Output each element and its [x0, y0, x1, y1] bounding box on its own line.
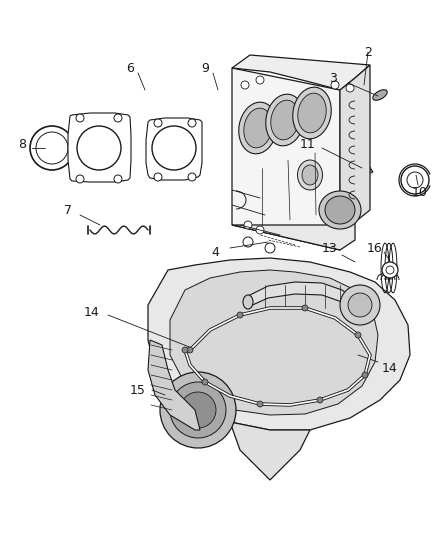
Circle shape	[77, 126, 121, 170]
Circle shape	[154, 119, 162, 127]
Ellipse shape	[298, 93, 326, 133]
Polygon shape	[340, 65, 370, 225]
Polygon shape	[146, 118, 202, 180]
Circle shape	[401, 166, 429, 194]
Ellipse shape	[302, 165, 318, 185]
Text: 3: 3	[329, 71, 337, 85]
Polygon shape	[148, 340, 200, 430]
Ellipse shape	[266, 94, 304, 146]
Text: 7: 7	[64, 204, 72, 216]
Text: 16: 16	[367, 241, 383, 254]
Circle shape	[170, 382, 226, 438]
Circle shape	[154, 173, 162, 181]
Circle shape	[76, 175, 84, 183]
Ellipse shape	[271, 100, 299, 140]
Text: 14: 14	[84, 305, 100, 319]
Circle shape	[386, 266, 394, 274]
Circle shape	[114, 175, 122, 183]
Circle shape	[265, 243, 275, 253]
Circle shape	[317, 397, 323, 403]
Text: 14: 14	[382, 361, 398, 375]
Text: 2: 2	[364, 45, 372, 59]
Text: 13: 13	[322, 241, 338, 254]
Text: 10: 10	[412, 185, 428, 198]
Polygon shape	[148, 258, 410, 430]
Circle shape	[346, 84, 354, 92]
Circle shape	[30, 126, 74, 170]
Ellipse shape	[319, 191, 361, 229]
Ellipse shape	[239, 102, 277, 154]
Polygon shape	[232, 55, 370, 90]
Circle shape	[244, 221, 252, 229]
Circle shape	[256, 226, 264, 234]
Polygon shape	[232, 68, 340, 250]
Polygon shape	[230, 422, 310, 480]
Text: 15: 15	[130, 384, 146, 397]
Circle shape	[241, 81, 249, 89]
Circle shape	[237, 312, 243, 318]
Circle shape	[243, 237, 253, 247]
Circle shape	[114, 114, 122, 122]
Circle shape	[257, 401, 263, 407]
Circle shape	[302, 305, 308, 311]
Polygon shape	[68, 113, 131, 182]
Polygon shape	[232, 222, 355, 250]
Circle shape	[187, 347, 193, 353]
Circle shape	[256, 76, 264, 84]
Text: 11: 11	[300, 139, 316, 151]
Circle shape	[182, 347, 188, 353]
Circle shape	[188, 173, 196, 181]
Circle shape	[188, 119, 196, 127]
Ellipse shape	[293, 87, 331, 139]
Ellipse shape	[244, 108, 272, 148]
Ellipse shape	[325, 196, 355, 224]
Ellipse shape	[373, 90, 387, 100]
Circle shape	[36, 132, 68, 164]
Circle shape	[340, 285, 380, 325]
Ellipse shape	[297, 160, 322, 190]
Circle shape	[382, 262, 398, 278]
Ellipse shape	[350, 298, 360, 312]
Text: 8: 8	[18, 139, 26, 151]
Circle shape	[331, 81, 339, 89]
Polygon shape	[358, 164, 373, 176]
Circle shape	[160, 372, 236, 448]
Circle shape	[76, 114, 84, 122]
Circle shape	[152, 126, 196, 170]
Circle shape	[348, 293, 372, 317]
Circle shape	[355, 332, 361, 338]
Text: 6: 6	[126, 61, 134, 75]
Circle shape	[407, 172, 423, 188]
Circle shape	[362, 372, 368, 378]
Text: 9: 9	[201, 61, 209, 75]
Polygon shape	[170, 270, 378, 415]
Polygon shape	[248, 282, 355, 310]
Text: 4: 4	[211, 246, 219, 259]
Circle shape	[180, 392, 216, 428]
Circle shape	[202, 379, 208, 385]
Ellipse shape	[243, 295, 253, 309]
